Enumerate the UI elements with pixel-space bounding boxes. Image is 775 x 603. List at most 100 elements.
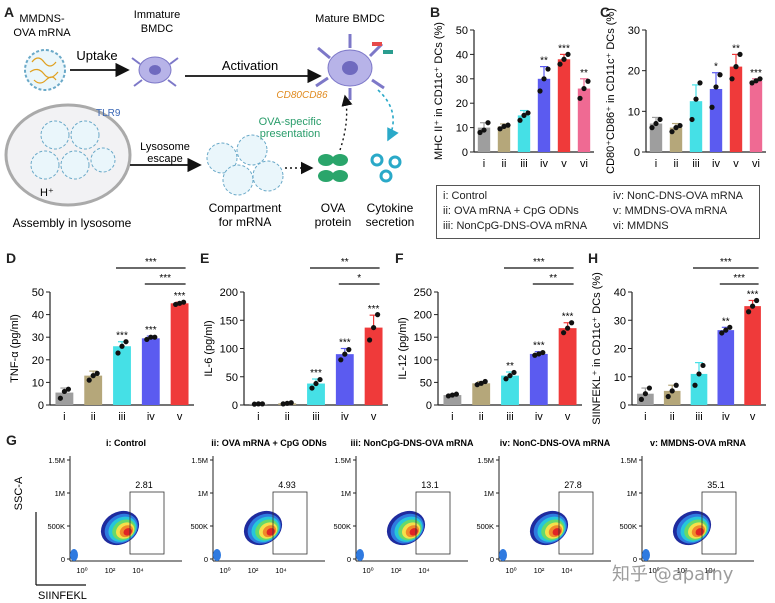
bar-i xyxy=(649,123,663,152)
data-point-iii xyxy=(123,339,129,345)
data-point-i xyxy=(445,393,451,399)
y-tick-label: 0 xyxy=(232,400,238,412)
flow-gate-value-4: 35.1 xyxy=(707,480,725,490)
data-point-v xyxy=(561,56,567,62)
bracket-label-iii-v: *** xyxy=(720,257,732,268)
flow-y-tick-label: 1.5M xyxy=(191,456,208,465)
data-point-ii xyxy=(673,382,679,388)
data-point-iv xyxy=(541,76,547,82)
flow-y-tick-label: 1M xyxy=(484,489,494,498)
presentation-label-1: OVA-specific xyxy=(259,116,322,128)
data-point-ii xyxy=(94,370,100,376)
bar-i xyxy=(637,393,654,405)
y-tick-label: 20 xyxy=(614,344,626,356)
data-point-i xyxy=(65,386,71,392)
significance-v: *** xyxy=(562,312,574,323)
x-tick-label-v: v xyxy=(561,158,567,170)
data-point-i xyxy=(485,120,491,126)
data-point-ii xyxy=(284,400,290,406)
legend-item-vi: vi: MMDNS xyxy=(613,220,669,232)
data-point-iii xyxy=(511,369,517,376)
y-tick-label: 150 xyxy=(220,315,238,327)
panel-letter-d: D xyxy=(6,250,17,266)
y-tick-label: 20 xyxy=(456,98,468,110)
significance-vi: *** xyxy=(750,68,762,79)
bar-i xyxy=(443,395,462,405)
data-point-iv xyxy=(532,352,538,358)
data-point-v xyxy=(181,299,187,305)
data-point-ii xyxy=(280,401,286,407)
data-point-v xyxy=(561,330,567,336)
data-point-ii xyxy=(288,400,294,406)
mature-label: Mature BMDC xyxy=(315,13,385,25)
bar-iii xyxy=(690,373,708,405)
y-axis-label: MHC II⁺ in CD11c⁺ DCs (%) xyxy=(433,22,445,160)
x-tick-label-iv: iv xyxy=(341,411,349,423)
x-tick-label-i: i xyxy=(644,411,646,423)
panel-letter-c: C xyxy=(600,4,611,20)
data-point-iii xyxy=(525,110,531,116)
legend-item-i: i: Control xyxy=(443,190,488,202)
x-tick-label-ii: ii xyxy=(91,411,96,423)
compartment-label-1: Compartment xyxy=(209,201,282,215)
y-tick-label: 150 xyxy=(414,332,432,344)
flow-y-tick-label: 1.5M xyxy=(620,456,637,465)
x-tick-label-iii: iii xyxy=(506,411,513,423)
x-tick-label-iv: iv xyxy=(712,158,720,170)
flow-edge-cluster-4 xyxy=(642,549,650,561)
bar-iv xyxy=(529,353,548,405)
bar-v xyxy=(557,59,571,152)
data-point-iv xyxy=(717,72,723,78)
flow-y-tick-label: 1.5M xyxy=(48,456,65,465)
mature-bmdc-icon xyxy=(315,34,393,100)
data-point-iii xyxy=(700,362,706,369)
x-tick-label-i: i xyxy=(655,158,657,170)
y-tick-label: 40 xyxy=(614,287,626,299)
protein-icon xyxy=(318,154,348,182)
y-tick-label: 100 xyxy=(414,355,432,367)
flow-y-tick-label: 1M xyxy=(55,489,65,498)
y-tick-label: 30 xyxy=(614,315,626,327)
data-point-iii xyxy=(507,373,513,379)
y-tick-label: 200 xyxy=(414,310,432,322)
data-point-iv xyxy=(342,351,348,357)
escape-label-2: escape xyxy=(147,153,182,165)
flow-y-tick-label: 500K xyxy=(190,522,208,531)
flow-y-tick-label: 500K xyxy=(619,522,637,531)
flow-x-tick-label: 10² xyxy=(105,566,116,575)
flow-gate-value-1: 4.93 xyxy=(278,480,296,490)
data-point-v xyxy=(367,337,373,343)
watermark: 知乎 @apamy xyxy=(612,564,734,585)
flow-gate-1 xyxy=(272,491,308,555)
data-point-v xyxy=(371,324,377,331)
x-tick-label-iv: iv xyxy=(540,158,548,170)
data-point-i xyxy=(646,385,652,391)
flow-y-tick-label: 0 xyxy=(204,555,208,564)
significance-iv: * xyxy=(714,62,718,73)
bracket-label-iv-v: *** xyxy=(159,273,171,284)
bar-ii xyxy=(497,126,511,152)
cytokine-label-2: secretion xyxy=(366,215,415,229)
data-point-iii xyxy=(517,117,523,123)
data-point-v xyxy=(565,325,571,331)
data-point-iv xyxy=(719,330,725,336)
data-point-i xyxy=(251,401,257,407)
nanoparticle-label-1: MMDNS- xyxy=(19,13,65,25)
significance-iv: *** xyxy=(145,325,157,336)
bar-vi xyxy=(577,88,591,152)
y-tick-label: 0 xyxy=(462,147,468,159)
bar-v xyxy=(558,328,577,405)
bar-ii xyxy=(84,375,103,405)
data-point-ii xyxy=(501,123,507,129)
data-point-iii xyxy=(313,380,319,387)
data-point-ii xyxy=(665,393,671,400)
data-point-vi xyxy=(585,78,591,84)
data-point-v xyxy=(569,320,575,326)
x-tick-label-ii: ii xyxy=(674,158,679,170)
significance-v: ** xyxy=(732,43,740,54)
x-tick-label-v: v xyxy=(371,411,377,423)
data-point-iv xyxy=(540,349,546,356)
x-tick-label-ii: ii xyxy=(479,411,484,423)
data-point-v xyxy=(754,297,760,304)
